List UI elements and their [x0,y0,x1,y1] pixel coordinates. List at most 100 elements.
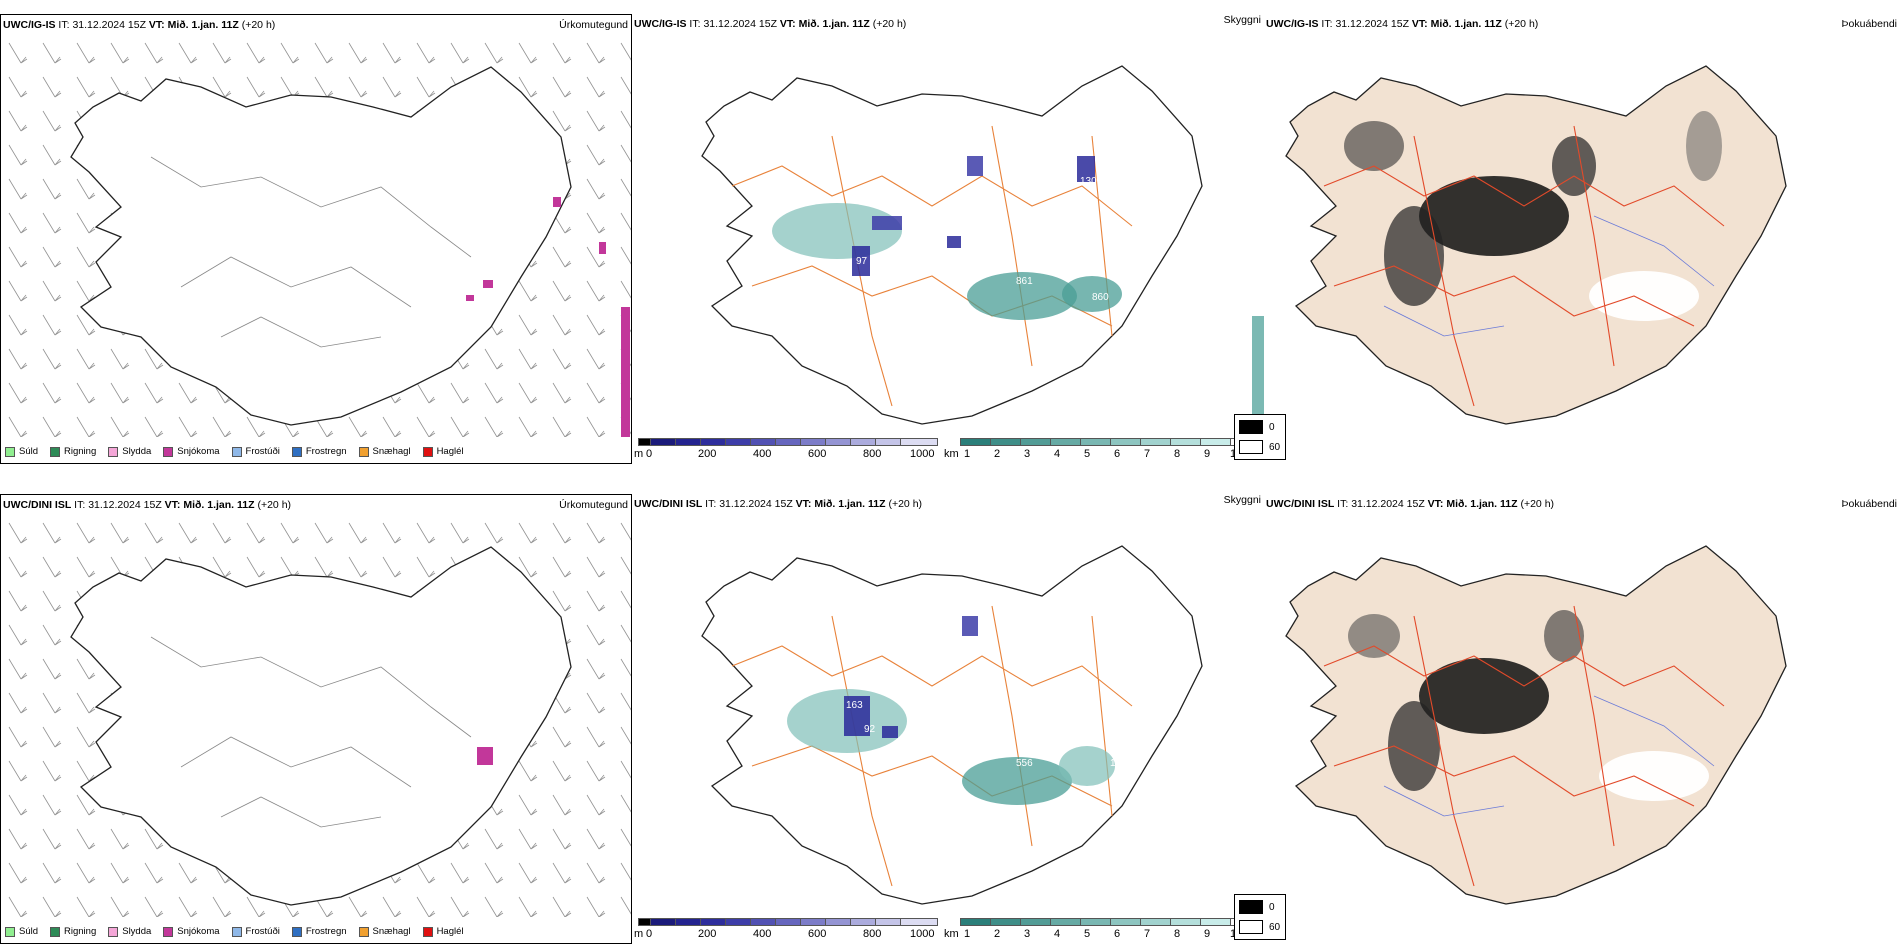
it-value: 31.12.2024 15Z [1335,18,1409,30]
iceland-coastline [70,546,572,906]
legend-label: Frostúði [245,926,280,937]
vis-tick: 4 [1054,448,1061,460]
fog-panel-top: UWC/IG-IS IT: 31.12.2024 15Z VT: Mið. 1.… [1234,14,1900,464]
vt-value: Mið. 1.jan. 11Z [1430,18,1502,30]
height-unit: m [634,448,644,460]
legend-item: Frostúði [231,446,280,457]
legend-item: Súld [5,446,38,457]
panel-title: UWC/DINI ISL IT: 31.12.2024 15Z VT: Mið.… [3,499,291,511]
fog-legend: 0 60 [1234,414,1286,460]
height-tick: 600 [808,448,827,460]
vis-unit: km [944,928,959,940]
fog-legend: 0 60 [1234,894,1286,940]
legend-item: Slydda [108,446,151,457]
legend-swatch [231,926,242,937]
lead-time: (+20 h) [888,498,923,510]
panel-title: UWC/DINI ISL IT: 31.12.2024 15Z VT: Mið.… [1266,498,1554,510]
legend-item: Rigning [50,926,96,937]
legend-label: Slydda [122,446,152,457]
legend-item: Slydda [108,926,151,937]
it-label: IT: [1321,18,1333,30]
panel-title: UWC/IG-IS IT: 31.12.2024 15Z VT: Mið. 1.… [634,18,906,30]
vis-tick: 2 [994,928,1001,940]
panel-type-label: Skyggni [1223,494,1261,506]
vis-label: 176 [1110,250,1127,261]
lead-time: (+20 h) [1504,18,1539,30]
fog-legend-row: 60 [1239,440,1280,454]
vis-label: 861 [1016,276,1033,287]
vt-label: VT: [779,18,796,30]
fog-label-white: 60 [1269,921,1281,933]
model-name: UWC/DINI ISL [1266,498,1335,510]
legend-label: Súld [19,446,39,457]
vis-tick: 1 [964,448,971,460]
vis-tick: 1 [964,928,971,940]
precip-map [1,517,631,917]
height-tick: 1000 [910,448,935,460]
fog-map [1285,65,1787,425]
legend-label: Snjókoma [177,926,220,937]
vis-label: 97 [856,256,868,267]
precip-legend: Súld Rigning Slydda Snjókoma Frostúði Fr… [5,926,476,937]
vt-label: VT: [148,19,165,31]
legend-label: Frostúði [245,446,280,457]
height-tick: 800 [863,928,882,940]
height-tick: 600 [808,928,827,940]
legend-label: Snjókoma [177,446,220,457]
precip-panel-top: UWC/IG-IS IT: 31.12.2024 15Z VT: Mið. 1.… [0,14,632,464]
vis-tick: 4 [1054,928,1061,940]
fog-swatch-white [1239,440,1263,454]
iceland-coastline [70,66,572,426]
vt-value: Mið. 1.jan. 11Z [167,19,239,31]
height-tick: 200 [698,448,717,460]
vt-label: VT: [164,499,181,511]
visibility-colorbar [960,438,1256,446]
panel-type-label: Úrkomutegund [559,499,628,511]
vis-tick: 3 [1024,928,1031,940]
fog-legend-row: 0 [1239,420,1275,434]
precip-panel-bottom: UWC/DINI ISL IT: 31.12.2024 15Z VT: Mið.… [0,494,632,944]
legend-label: Snæhagl [372,446,411,457]
legend-label: Haglél [436,446,464,457]
model-name: UWC/IG-IS [1266,18,1319,30]
vis-label: 144 [840,752,857,763]
fog-swatch-black [1239,900,1263,914]
fog-map [1285,545,1787,905]
legend-label: Snæhagl [372,926,411,937]
vis-label: 556 [1016,758,1033,769]
vt-label: VT: [795,498,812,510]
vis-label: 160 [1110,758,1127,769]
legend-swatch [358,446,369,457]
vt-value: Mið. 1.jan. 11Z [798,18,870,30]
vis-tick: 9 [1204,928,1211,940]
legend-label: Slydda [122,926,152,937]
legend-swatch [50,446,61,457]
legend-swatch [422,446,433,457]
legend-label: Rigning [64,926,97,937]
vis-tick: 5 [1084,448,1091,460]
legend-swatch [108,926,119,937]
legend-item: Frostregn [291,926,347,937]
vis-tick: 6 [1114,448,1121,460]
vis-tick: 3 [1024,448,1031,460]
fog-label-black: 0 [1269,901,1275,913]
model-name: UWC/IG-IS [634,18,687,30]
legend-swatch [291,926,302,937]
height-tick: 800 [863,448,882,460]
legend-item: Frostúði [231,926,280,937]
fog-swatch-black [1239,420,1263,434]
vis-label: 130 [1080,176,1097,187]
legend-swatch [108,446,119,457]
vis-label: 92 [864,724,876,735]
legend-item: Snæhagl [358,446,411,457]
iceland-coastline [701,545,1203,905]
legend-swatch [50,926,61,937]
legend-label: Súld [19,926,39,937]
model-name: UWC/DINI ISL [634,498,703,510]
lead-time: (+20 h) [241,19,276,31]
legend-label: Haglél [436,926,464,937]
height-colorbar [638,918,938,926]
precip-legend: Súld Rigning Slydda Snjókoma Frostúði Fr… [5,446,476,457]
vt-value: Mið. 1.jan. 11Z [814,498,886,510]
legend-label: Frostregn [305,446,347,457]
